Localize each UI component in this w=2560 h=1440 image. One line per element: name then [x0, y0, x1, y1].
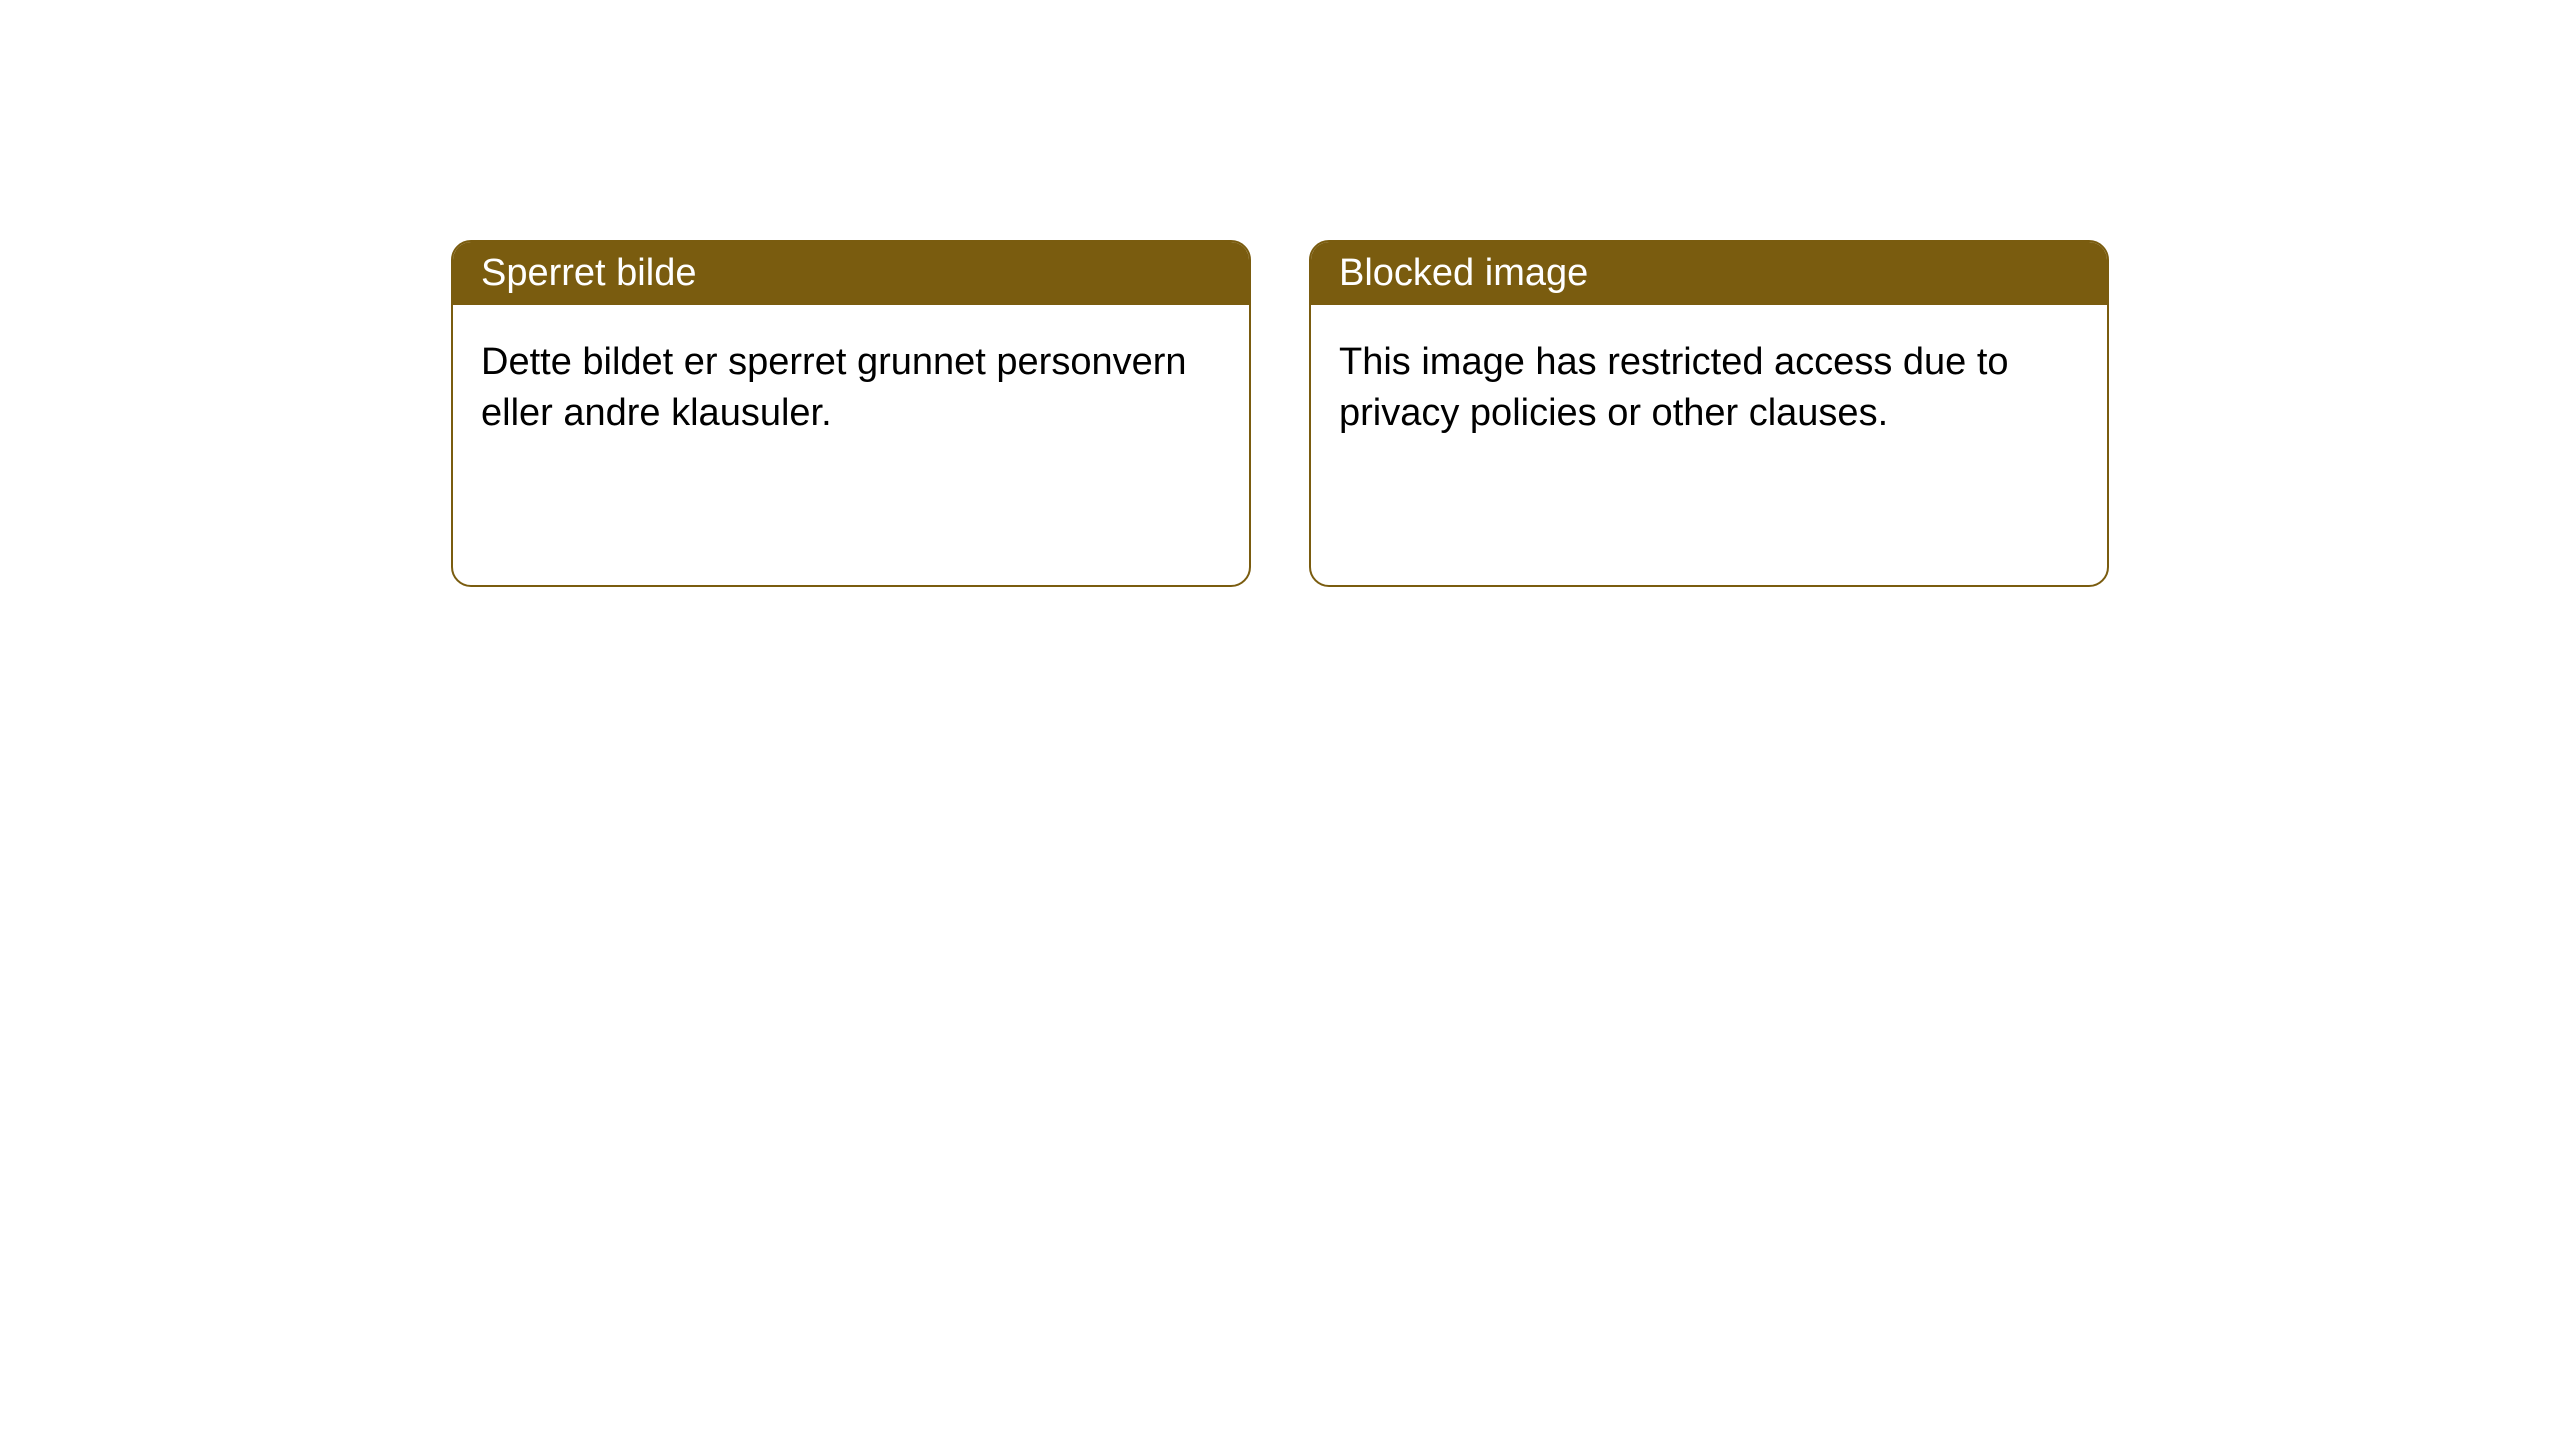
card-title-no: Sperret bilde [481, 252, 696, 294]
card-container: Sperret bilde Dette bildet er sperret gr… [451, 240, 2109, 587]
card-message-en: This image has restricted access due to … [1339, 341, 2009, 434]
card-message-no: Dette bildet er sperret grunnet personve… [481, 341, 1187, 434]
blocked-image-card-en: Blocked image This image has restricted … [1309, 240, 2109, 587]
blocked-image-card-no: Sperret bilde Dette bildet er sperret gr… [451, 240, 1251, 587]
card-body-no: Dette bildet er sperret grunnet personve… [453, 305, 1249, 585]
card-header-en: Blocked image [1311, 242, 2107, 305]
card-title-en: Blocked image [1339, 252, 1588, 294]
card-body-en: This image has restricted access due to … [1311, 305, 2107, 585]
card-header-no: Sperret bilde [453, 242, 1249, 305]
